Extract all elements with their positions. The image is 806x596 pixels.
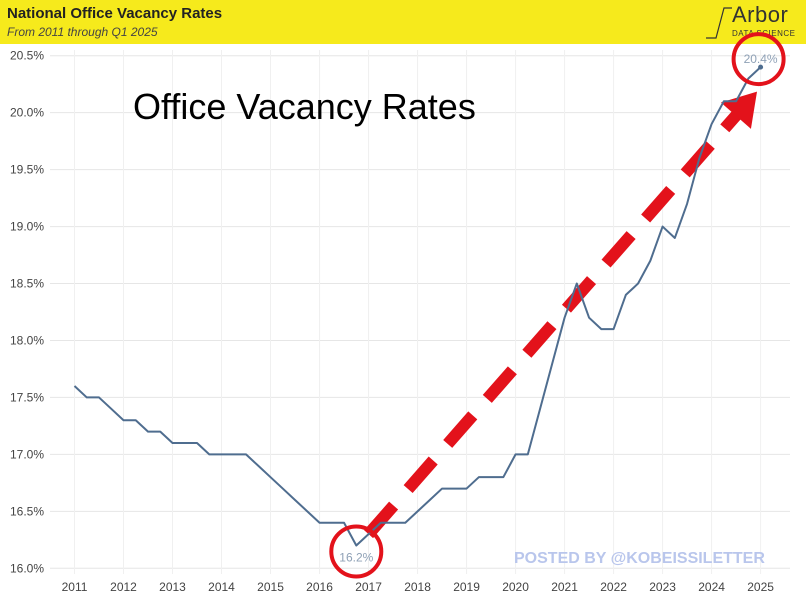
chart-title: National Office Vacancy Rates bbox=[7, 5, 223, 22]
x-tick-label: 2012 bbox=[110, 580, 137, 594]
y-tick-label: 19.5% bbox=[10, 163, 44, 177]
data-label: 16.2% bbox=[339, 551, 373, 565]
x-tick-label: 2014 bbox=[208, 580, 235, 594]
series-line bbox=[73, 66, 762, 547]
y-tick-label: 17.0% bbox=[10, 447, 44, 461]
watermark: POSTED BY @KOBEISSILETTER bbox=[514, 550, 765, 567]
y-tick-label: 18.0% bbox=[10, 333, 44, 347]
arrow-shaft bbox=[364, 108, 744, 539]
y-tick-label: 20.0% bbox=[10, 106, 44, 120]
chart-header: National Office Vacancy Rates From 2011 … bbox=[0, 0, 806, 44]
overlay-title: Office Vacancy Rates bbox=[133, 86, 476, 127]
x-tick-label: 2019 bbox=[453, 580, 480, 594]
series-layer bbox=[73, 64, 764, 547]
highlight-circle bbox=[329, 524, 384, 579]
y-tick-label: 20.5% bbox=[10, 49, 44, 63]
x-tick-label: 2025 bbox=[747, 580, 774, 594]
grid bbox=[50, 50, 790, 574]
y-tick-label: 19.0% bbox=[10, 220, 44, 234]
x-tick-label: 2022 bbox=[600, 580, 627, 594]
x-tick-label: 2016 bbox=[306, 580, 333, 594]
logo-line-icon bbox=[706, 7, 732, 39]
series-endpoint bbox=[758, 64, 764, 70]
y-tick-label: 17.5% bbox=[10, 390, 44, 404]
x-axis-ticks: 2011 2012 2013 2014 2015 2016 2017 2018 2019 2020… bbox=[62, 580, 775, 594]
data-label: 20.4% bbox=[744, 52, 778, 66]
x-tick-label: 2023 bbox=[649, 580, 676, 594]
logo-brand: Arbor bbox=[732, 2, 789, 27]
y-tick-label: 18.5% bbox=[10, 277, 44, 291]
x-tick-label: 2017 bbox=[355, 580, 382, 594]
highlight-circle bbox=[731, 32, 786, 87]
chart-subtitle: From 2011 through Q1 2025 bbox=[7, 25, 158, 39]
y-axis-ticks: 16.0% 16.5% 17.0% 17.5% 18.0% 18.5% 19.0% 19.5%… bbox=[10, 49, 44, 576]
x-tick-label: 2013 bbox=[159, 580, 186, 594]
x-tick-label: 2021 bbox=[551, 580, 578, 594]
x-tick-label: 2024 bbox=[698, 580, 725, 594]
x-tick-label: 2011 bbox=[62, 580, 88, 594]
x-tick-label: 2015 bbox=[257, 580, 284, 594]
x-tick-label: 2018 bbox=[404, 580, 431, 594]
y-tick-label: 16.5% bbox=[10, 504, 44, 518]
x-tick-label: 2020 bbox=[502, 580, 529, 594]
y-tick-label: 16.0% bbox=[10, 561, 44, 575]
annotations: 16.2% 20.4% bbox=[329, 32, 786, 579]
